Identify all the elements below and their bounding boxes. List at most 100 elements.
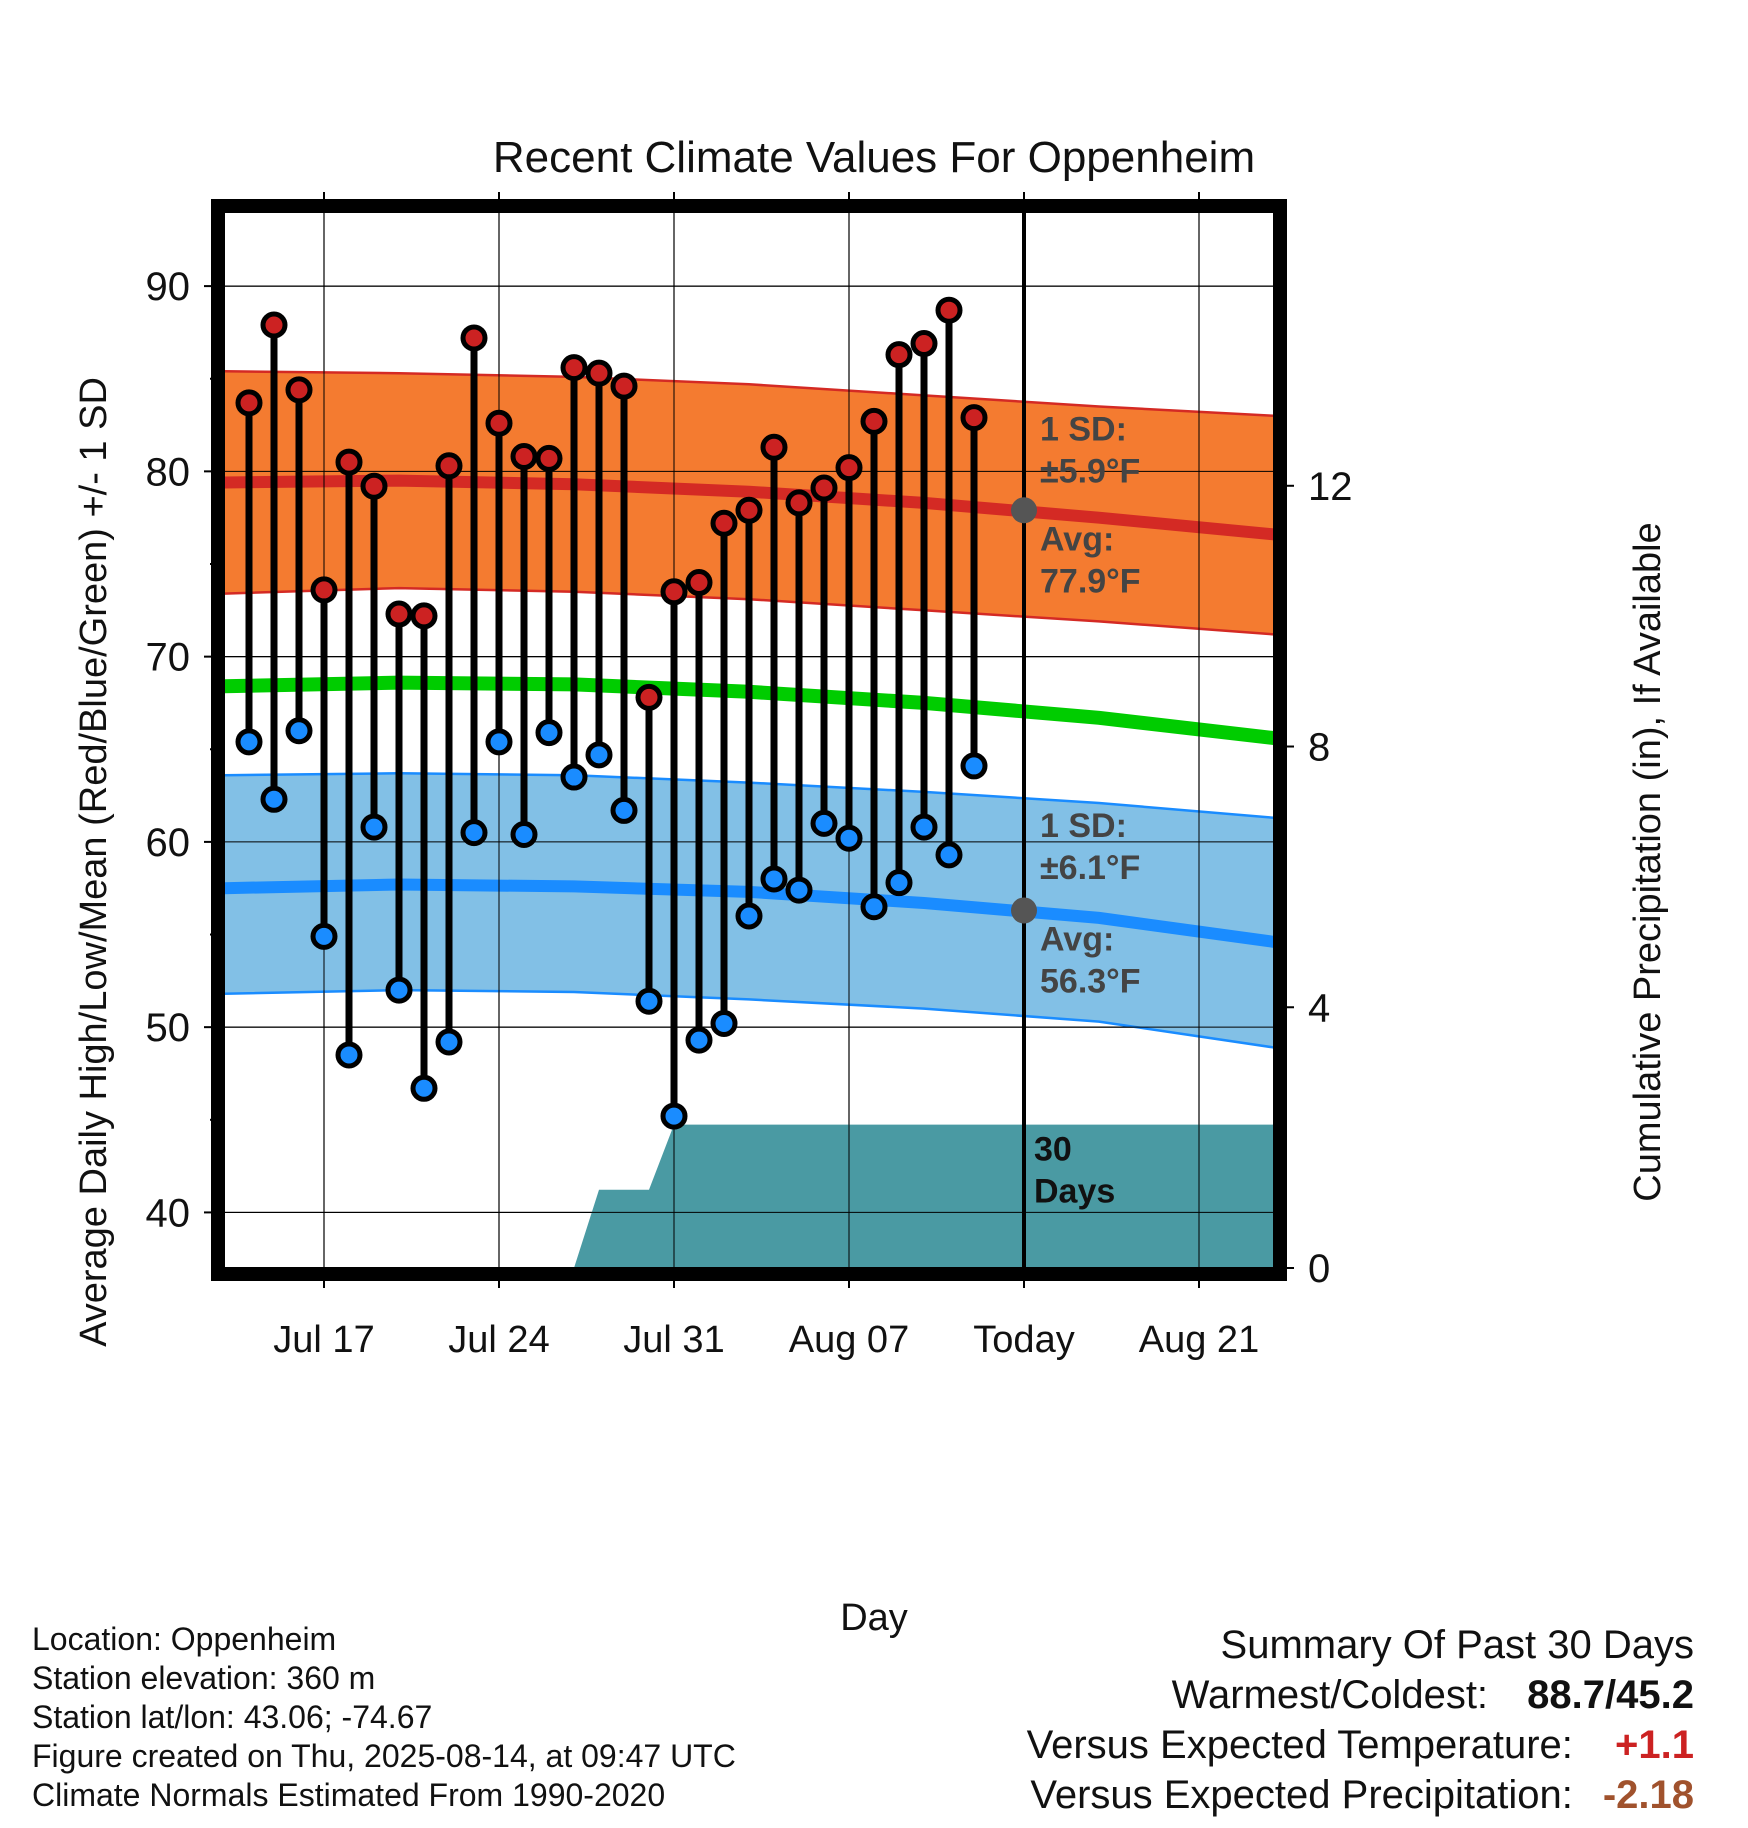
high-marker bbox=[735, 496, 763, 524]
low-marker bbox=[835, 824, 863, 852]
y-tick-label: 80 bbox=[146, 450, 191, 494]
high-avg-line bbox=[224, 474, 1274, 541]
low-marker bbox=[310, 922, 338, 950]
low-marker bbox=[785, 876, 813, 904]
summary-precip: Versus Expected Precipitation: -2.18 bbox=[1027, 1770, 1694, 1820]
temp-label: Versus Expected Temperature: bbox=[1026, 1723, 1573, 1767]
high-avg-label: Avg: bbox=[1040, 520, 1114, 558]
high-marker bbox=[510, 443, 538, 471]
high-marker bbox=[885, 341, 913, 369]
x-tick-label: Jul 31 bbox=[623, 1319, 724, 1361]
high-marker bbox=[385, 600, 413, 628]
low-marker bbox=[935, 841, 963, 869]
y-tick-label: 60 bbox=[146, 821, 191, 865]
low-marker bbox=[560, 763, 588, 791]
plot-content bbox=[224, 212, 1274, 1268]
today-high-avg-dot bbox=[1011, 497, 1037, 524]
x-tick-label: Jul 24 bbox=[448, 1319, 549, 1361]
high-marker bbox=[760, 433, 788, 461]
low-marker bbox=[485, 728, 513, 756]
plot-area: 1 SD: ±5.9°F Avg: 77.9°F 1 SD: ±6.1°F Avg: 56.3… bbox=[224, 212, 1274, 1268]
precip-label: Versus Expected Precipitation: bbox=[1030, 1773, 1573, 1817]
low-marker bbox=[735, 902, 763, 930]
high-marker bbox=[460, 324, 488, 352]
high-marker bbox=[335, 448, 363, 476]
latlon-text: Station lat/lon: 43.06; -74.67 bbox=[32, 1699, 433, 1735]
high-marker bbox=[635, 683, 663, 711]
high-marker bbox=[910, 330, 938, 358]
low-marker bbox=[260, 785, 288, 813]
high-marker bbox=[560, 354, 588, 382]
high-marker bbox=[710, 509, 738, 537]
y-tick-label: 90 bbox=[146, 265, 191, 309]
high-marker bbox=[660, 578, 688, 606]
high-marker bbox=[810, 474, 838, 502]
warm-cold-value: 88.7/45.2 bbox=[1527, 1673, 1694, 1717]
summary-title: Summary Of Past 30 Days bbox=[1220, 1623, 1694, 1667]
low-marker bbox=[535, 719, 563, 747]
low-avg-label: Avg: bbox=[1040, 920, 1114, 958]
high-marker bbox=[960, 404, 988, 432]
high-sd-label: 1 SD: bbox=[1040, 411, 1127, 449]
y2-tick-label: 0 bbox=[1308, 1247, 1330, 1291]
y2-axis-label: Cumulative Precipitation (in), If Availa… bbox=[1627, 522, 1669, 1201]
high-marker bbox=[785, 489, 813, 517]
summary-warm-cold: Warmest/Coldest: 88.7/45.2 bbox=[1027, 1670, 1694, 1720]
high-marker bbox=[860, 407, 888, 435]
x-tick-label: Aug 07 bbox=[789, 1319, 909, 1361]
station-info: Location: Oppenheim Station elevation: 3… bbox=[32, 1620, 736, 1815]
low-marker bbox=[660, 1102, 688, 1130]
y-tick-label: 70 bbox=[146, 636, 191, 680]
low-marker bbox=[410, 1074, 438, 1102]
high-marker bbox=[585, 359, 613, 387]
low-marker bbox=[510, 820, 538, 848]
low-sd-value: ±6.1°F bbox=[1040, 849, 1140, 887]
y-axis-label: Average Daily High/Low/Mean (Red/Blue/Gr… bbox=[73, 377, 115, 1347]
low-marker bbox=[360, 813, 388, 841]
precip-value: -2.18 bbox=[1602, 1773, 1694, 1817]
x-tick-label: Today bbox=[973, 1319, 1074, 1361]
low-marker bbox=[710, 1009, 738, 1037]
high-marker bbox=[485, 409, 513, 437]
high-marker bbox=[685, 569, 713, 597]
axes: 40 50 60 70 80 90 0 4 8 12 Jul 17 Jul 24 Jul 31 Aug 0… bbox=[146, 192, 1353, 1361]
days-label-number: 30 bbox=[1034, 1131, 1072, 1169]
summary-temp: Versus Expected Temperature: +1.1 bbox=[1027, 1720, 1694, 1770]
y-tick-label: 50 bbox=[146, 1006, 191, 1050]
low-marker bbox=[860, 893, 888, 921]
low-marker bbox=[460, 819, 488, 847]
low-marker bbox=[760, 865, 788, 893]
high-sd-value: ±5.9°F bbox=[1040, 453, 1140, 491]
high-marker bbox=[310, 576, 338, 604]
high-marker bbox=[235, 389, 263, 417]
high-marker bbox=[610, 372, 638, 400]
summary-panel: Summary Of Past 30 Days Warmest/Coldest:… bbox=[1027, 1620, 1694, 1820]
chart-title: Recent Climate Values For Oppenheim bbox=[493, 133, 1255, 182]
precip-area bbox=[224, 1124, 1274, 1268]
high-sd-upper-line bbox=[224, 370, 1274, 418]
x-tick-label: Aug 21 bbox=[1139, 1319, 1259, 1361]
x-axis-label: Day bbox=[840, 1597, 908, 1639]
x-tick-label: Jul 17 bbox=[273, 1319, 374, 1361]
high-marker bbox=[285, 376, 313, 404]
low-marker bbox=[285, 717, 313, 745]
low-marker bbox=[385, 976, 413, 1004]
normals-text: Climate Normals Estimated From 1990-2020 bbox=[32, 1777, 666, 1813]
low-marker bbox=[585, 741, 613, 769]
low-marker bbox=[810, 809, 838, 837]
high-avg-value: 77.9°F bbox=[1040, 562, 1141, 600]
y2-tick-label: 4 bbox=[1308, 986, 1330, 1030]
location-text: Location: Oppenheim bbox=[32, 1621, 337, 1657]
warm-cold-label: Warmest/Coldest: bbox=[1171, 1673, 1489, 1717]
low-marker bbox=[435, 1028, 463, 1056]
low-marker bbox=[885, 869, 913, 897]
low-marker bbox=[635, 987, 663, 1015]
low-avg-value: 56.3°F bbox=[1040, 962, 1141, 1000]
high-marker bbox=[360, 472, 388, 500]
low-marker bbox=[960, 752, 988, 780]
high-marker bbox=[935, 296, 963, 324]
temp-value: +1.1 bbox=[1615, 1723, 1694, 1767]
high-marker bbox=[535, 444, 563, 472]
today-low-avg-dot bbox=[1011, 897, 1037, 924]
